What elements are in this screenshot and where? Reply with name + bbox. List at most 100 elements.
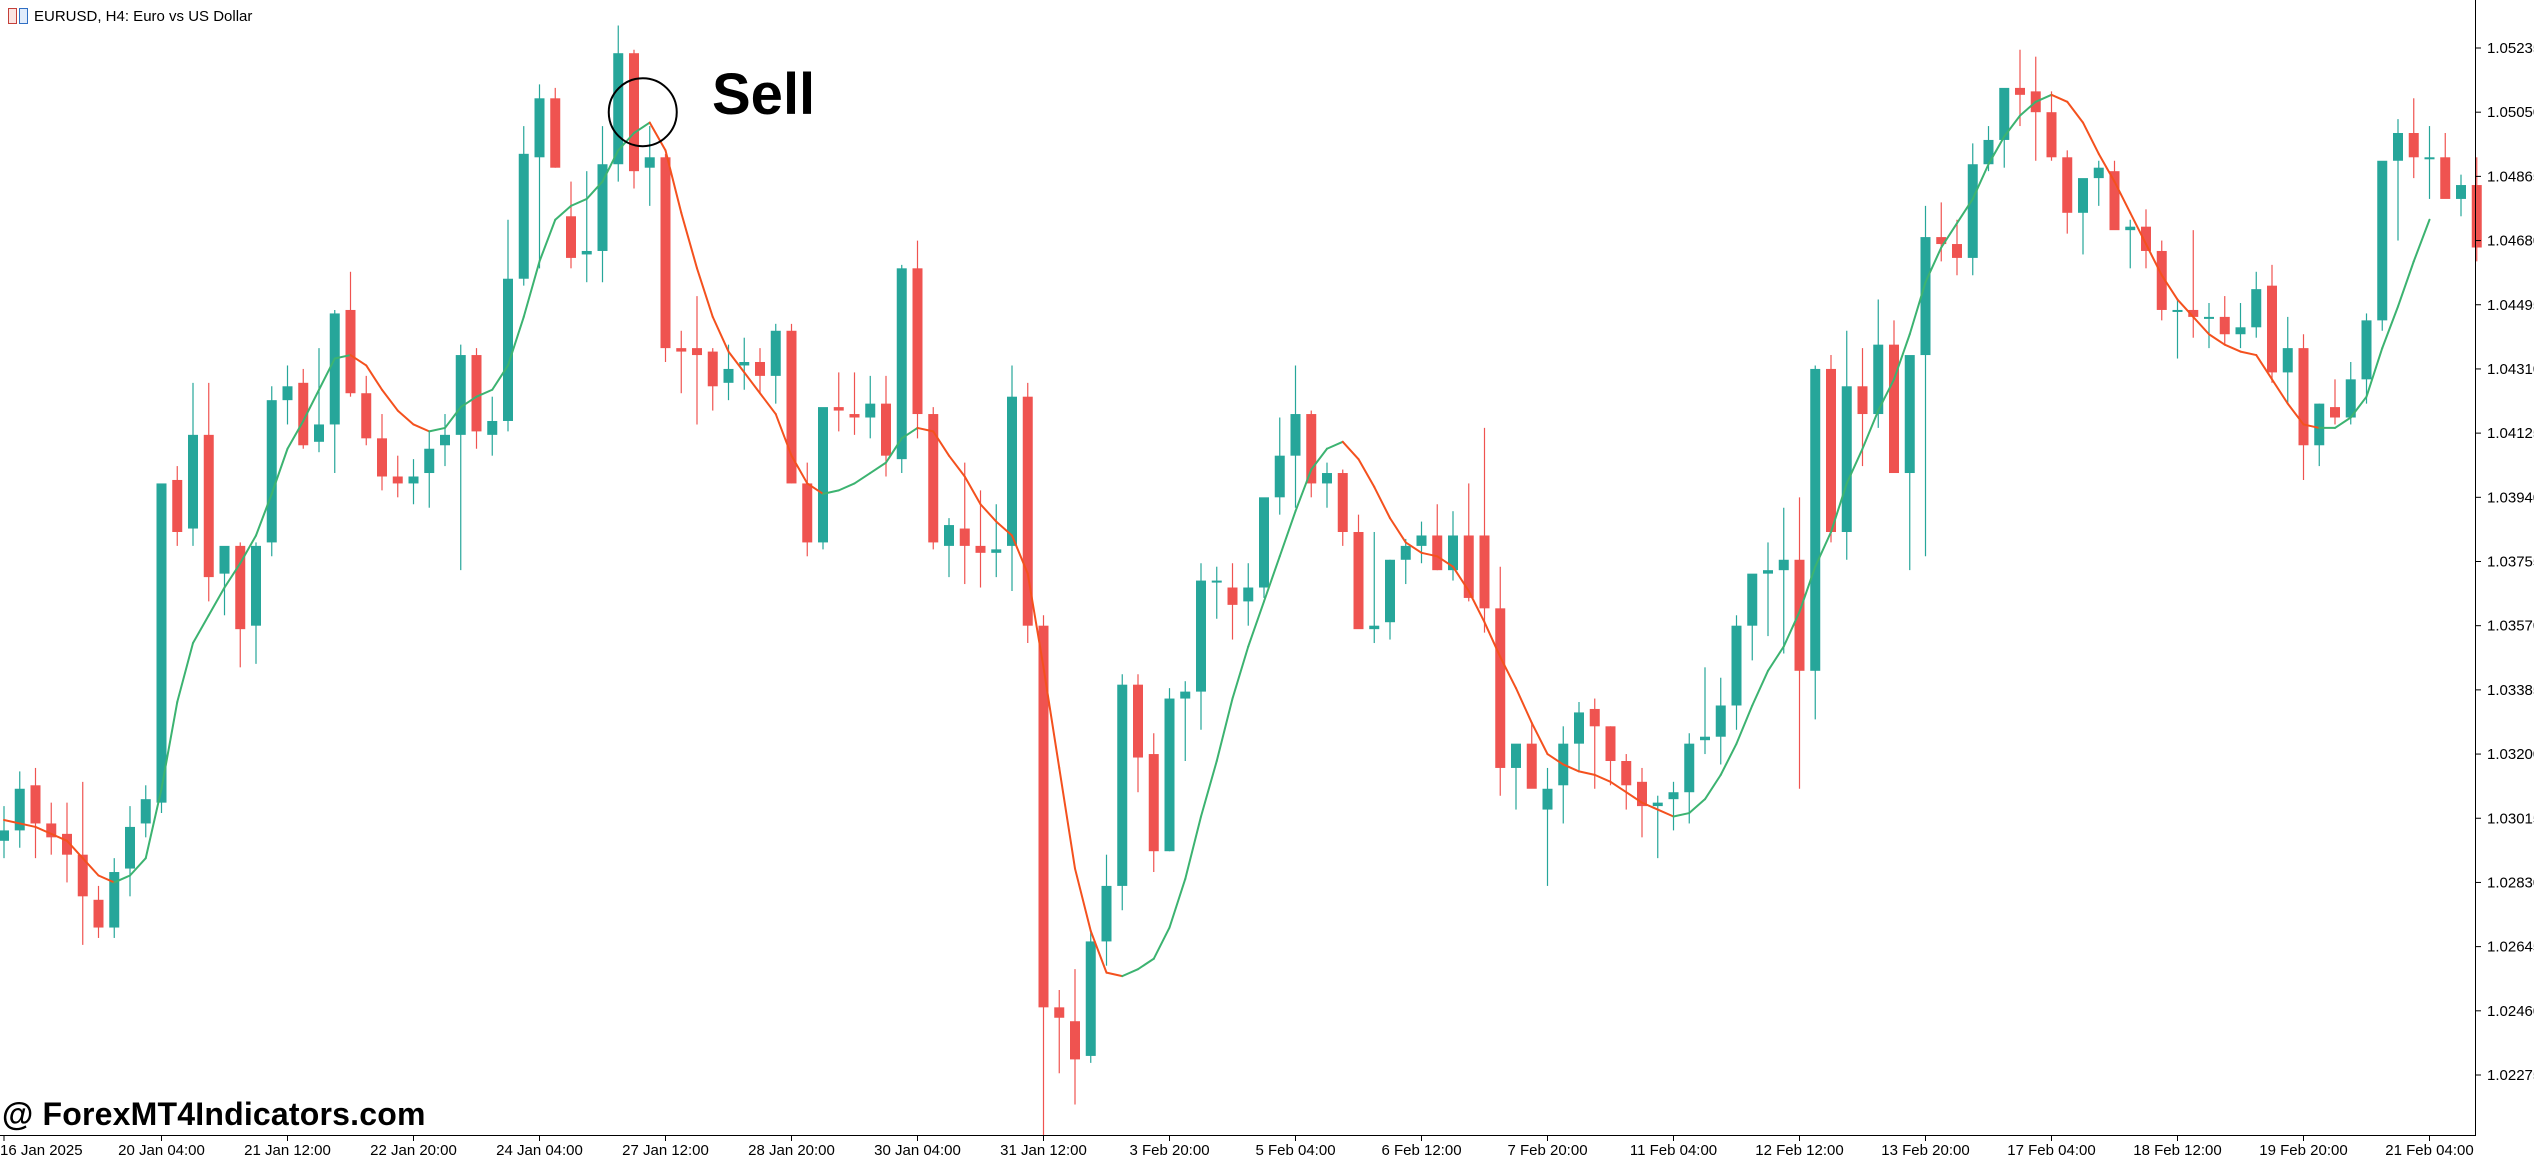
time-scale[interactable]: 16 Jan 2025 20 Jan 04:00 21 Jan 12:00 22 Ja… <box>0 1135 2474 1159</box>
candle <box>1007 365 1017 591</box>
candle-body <box>298 382 309 446</box>
candle-body <box>1763 570 1773 574</box>
time-tick-label: 19 Feb 20:00 <box>2259 1142 2347 1159</box>
ma-segment-down <box>1562 763 1580 773</box>
ma-segment-down <box>1026 572 1045 669</box>
ma-segment-down <box>1499 655 1517 690</box>
candle-body <box>1605 726 1616 762</box>
candle <box>597 126 608 283</box>
candle-body <box>928 414 939 543</box>
candle-body <box>1873 344 1884 415</box>
ma-segment-down <box>1578 770 1596 776</box>
ma-segment-up <box>585 180 604 200</box>
candle <box>1511 743 1521 810</box>
candle-body <box>471 355 482 432</box>
candle <box>833 372 844 432</box>
price-tick-label: 1.03200 <box>2487 746 2534 763</box>
candle <box>30 767 41 859</box>
ma-segment-up <box>1814 531 1832 568</box>
ma-segment-down <box>680 211 698 270</box>
ma-segment-up <box>1735 704 1754 745</box>
ma-segment-down <box>774 413 793 457</box>
time-tick-label: 18 Feb 12:00 <box>2133 1142 2221 1159</box>
ma-segment-up <box>1121 968 1139 978</box>
candle-body <box>991 549 1002 553</box>
time-tick-label: 11 Feb 04:00 <box>1630 1142 1717 1159</box>
candle <box>156 483 167 814</box>
candle-body <box>1826 368 1836 533</box>
candle <box>314 348 324 453</box>
candle <box>266 386 277 557</box>
ma-segment-down <box>2255 354 2273 381</box>
candle <box>1259 497 1269 598</box>
candle <box>1416 521 1427 564</box>
candle <box>235 542 246 668</box>
candle-body <box>975 545 986 553</box>
candle-body <box>896 268 907 460</box>
candle <box>1463 483 1474 602</box>
candle <box>2015 49 2025 127</box>
time-tick-label: 5 Feb 04:00 <box>1255 1142 1335 1159</box>
candle-body <box>2235 327 2246 335</box>
ma-segment-down <box>18 822 37 828</box>
ma-segment-up <box>1326 440 1344 450</box>
candle-body <box>692 348 702 356</box>
chart-window-icon[interactable] <box>8 8 28 24</box>
time-tick-label: 3 Feb 20:00 <box>1129 1142 1209 1159</box>
symbol-title: EURUSD, H4: Euro vs US Dollar <box>34 7 253 25</box>
candle <box>188 382 198 546</box>
candle-body <box>739 361 750 366</box>
ma-segment-up <box>2003 114 2021 138</box>
candle <box>1196 563 1206 730</box>
candle <box>1920 205 1931 557</box>
ma-segment-up <box>1751 669 1769 707</box>
ma-segment-down <box>1593 773 1612 783</box>
time-tick-label: 22 Jan 20:00 <box>370 1142 457 1159</box>
candle <box>1810 365 1821 720</box>
price-scale[interactable]: 1.05235 1.05050 1.04865 1.04680 1.04495 1.043… <box>2475 40 2534 1084</box>
candle-body <box>188 434 198 529</box>
ma-segment-up <box>1263 555 1281 603</box>
candle <box>109 858 120 938</box>
candle-body <box>2109 171 2120 231</box>
candle-body <box>455 355 466 435</box>
candle <box>93 885 104 938</box>
ma-segment-up <box>900 426 919 440</box>
candle-body <box>109 872 120 928</box>
candle-body <box>1385 559 1395 623</box>
candle <box>991 504 1002 578</box>
ma-segment-down <box>1546 753 1565 766</box>
candle-body <box>1211 580 1222 583</box>
ma-segment-down <box>3 818 21 825</box>
candle-body <box>566 216 576 258</box>
ma-segment-down <box>963 475 982 506</box>
candle-body <box>1684 743 1695 793</box>
ma-segment-up <box>2019 100 2037 117</box>
ma-segment-down <box>696 267 714 318</box>
candle <box>2062 150 2073 234</box>
candle-body <box>235 545 246 630</box>
candle <box>1101 854 1112 966</box>
candle-body <box>613 53 624 165</box>
candle-body <box>1841 386 1852 533</box>
ma-segment-down <box>1467 589 1486 624</box>
ma-segment-down <box>759 392 777 416</box>
ma-segment-up <box>286 419 305 450</box>
candle <box>471 348 482 449</box>
candle-body <box>62 833 72 855</box>
candle <box>975 490 986 588</box>
ma-segment-down <box>412 423 431 433</box>
candle <box>1574 702 1584 772</box>
candle <box>1668 781 1679 831</box>
candle-body <box>2156 250 2167 310</box>
candle-body <box>440 434 450 446</box>
ma-segment-up <box>1971 163 1990 200</box>
candle <box>581 171 592 283</box>
candle-body <box>503 278 513 421</box>
ma-segment-down <box>365 364 383 391</box>
candle-body <box>1038 625 1049 1008</box>
ma-segment-down <box>1058 766 1076 870</box>
candle <box>1841 330 1852 560</box>
candle-body <box>833 407 844 411</box>
